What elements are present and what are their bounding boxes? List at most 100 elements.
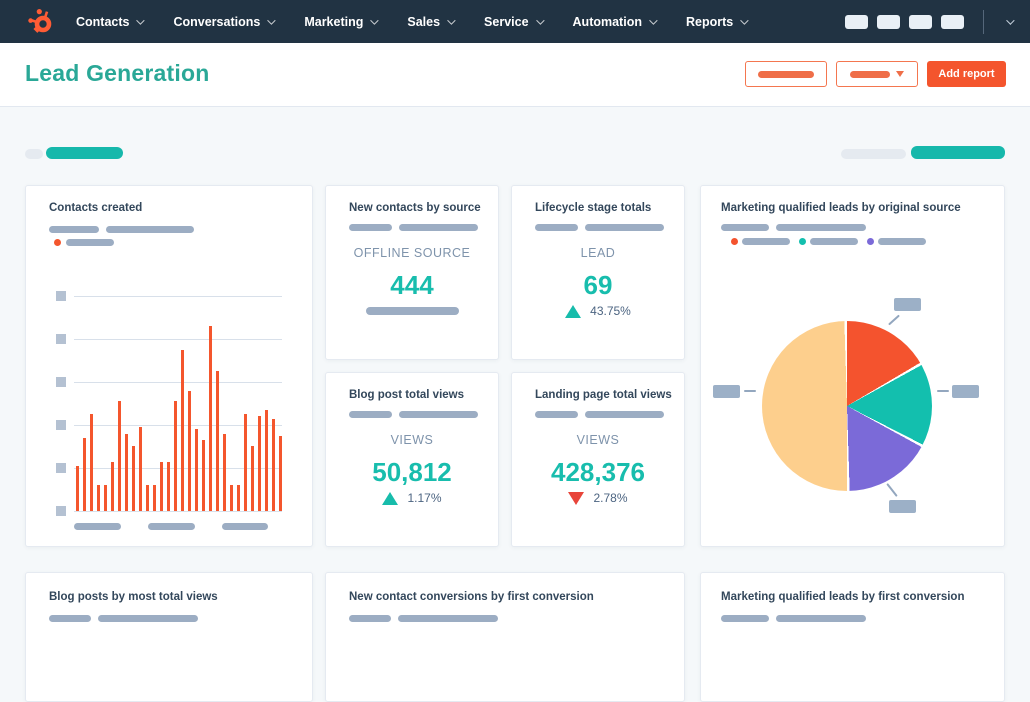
top-navbar: Contacts Conversations Marketing Sales Servi…	[0, 0, 1030, 43]
dashboard-actions-dropdown[interactable]	[836, 61, 918, 87]
metric-label: VIEWS	[576, 433, 620, 447]
card-lifecycle-stage-totals: Lifecycle stage totals LEAD 69 43.75%	[511, 185, 685, 360]
redacted-subtitle-bar	[776, 615, 866, 622]
redacted-subtitle-bar	[535, 411, 578, 418]
redacted-button-label	[758, 70, 814, 78]
nav-item-reports[interactable]: Reports	[685, 14, 749, 29]
chevron-down-icon	[370, 15, 380, 25]
bar	[258, 416, 261, 511]
redacted-subtitle-bar	[585, 411, 664, 418]
nav-menu: Contacts Conversations Marketing Sales Servi…	[76, 14, 749, 29]
pie-leader-line	[744, 390, 756, 392]
bar	[181, 350, 184, 511]
chevron-down-icon	[535, 15, 545, 25]
redacted-y-tick	[56, 420, 66, 430]
redacted-pie-label	[894, 298, 921, 311]
metric-label: VIEWS	[390, 433, 434, 447]
bar	[146, 485, 149, 511]
right-toggle-placeholder[interactable]	[841, 149, 906, 159]
bar	[202, 440, 205, 511]
redacted-x-tick	[222, 523, 268, 530]
gridline	[74, 382, 282, 383]
redacted-legend-label	[742, 238, 790, 245]
nav-item-conversations[interactable]: Conversations	[173, 14, 276, 29]
nav-tool-placeholder-2[interactable]	[877, 14, 900, 29]
redacted-subtitle-bar	[49, 226, 99, 233]
right-toggle-active-placeholder[interactable]	[911, 146, 1005, 159]
delta-up-icon	[565, 304, 582, 318]
redacted-pie-label	[952, 385, 979, 398]
redacted-y-tick	[56, 506, 66, 516]
redacted-x-tick	[74, 523, 121, 530]
delta-value: 2.78%	[593, 491, 628, 505]
gridline	[74, 511, 282, 512]
card-title: Landing page total views	[535, 389, 672, 401]
left-tab-placeholder[interactable]	[25, 149, 43, 159]
card-blog-posts-by-most-total-views: Blog posts by most total views	[25, 572, 313, 702]
metric-label: LEAD	[580, 246, 616, 260]
bar	[174, 401, 177, 511]
gridline	[74, 468, 282, 469]
page-title: Lead Generation	[25, 60, 210, 86]
nav-item-label: Marketing	[304, 14, 364, 29]
gridline	[74, 296, 282, 297]
nav-item-service[interactable]: Service	[484, 15, 545, 29]
card-new-contact-conversions: New contact conversions by first convers…	[325, 572, 685, 702]
chevron-down-icon	[649, 15, 658, 25]
redacted-subtitle-bar	[535, 224, 578, 231]
redacted-footer-bar	[366, 307, 459, 315]
card-title: Blog post total views	[349, 389, 465, 401]
redacted-legend-label	[810, 238, 858, 245]
bar	[223, 434, 226, 511]
nav-tool-placeholder-3[interactable]	[909, 14, 932, 29]
nav-item-label: Reports	[685, 14, 734, 29]
bar	[125, 434, 128, 511]
nav-item-label: Conversations	[173, 14, 261, 29]
bar	[272, 419, 275, 511]
nav-item-marketing[interactable]: Marketing	[304, 14, 380, 29]
bar	[104, 485, 107, 511]
header-actions: Add report	[745, 61, 1006, 87]
bar	[76, 466, 79, 511]
nav-item-contacts[interactable]: Contacts	[76, 14, 146, 29]
card-title: New contact conversions by first convers…	[349, 591, 594, 603]
redacted-x-tick	[148, 523, 195, 530]
chevron-down-icon	[740, 15, 749, 25]
delta-value: 43.75%	[590, 304, 631, 318]
pie-leader-line	[888, 314, 900, 326]
left-tab-active-placeholder[interactable]	[46, 147, 123, 159]
account-chevron-down-icon[interactable]	[1006, 15, 1015, 25]
legend-dot	[799, 238, 806, 245]
card-title: Lifecycle stage totals	[535, 202, 652, 214]
chevron-down-icon	[136, 15, 146, 25]
redacted-legend-label	[66, 239, 114, 246]
delta-row: 43.75%	[512, 304, 684, 318]
bar	[216, 371, 219, 511]
nav-item-sales[interactable]: Sales	[407, 15, 456, 29]
card-mql-by-original-source: Marketing qualified leads by original so…	[700, 185, 1005, 547]
hubspot-logo-icon[interactable]	[26, 7, 56, 37]
dashboard-filter-button[interactable]	[745, 61, 827, 87]
nav-item-label: Contacts	[76, 14, 130, 29]
redacted-subtitle-bar	[349, 615, 391, 622]
nav-item-automation[interactable]: Automation	[573, 15, 658, 29]
redacted-subtitle-bar	[49, 615, 91, 622]
nav-right-toolbar	[845, 0, 1030, 43]
metric-value: 428,376	[551, 457, 645, 487]
card-blog-post-total-views: Blog post total views VIEWS 50,812 1.17%	[325, 372, 499, 547]
pie-chart	[762, 321, 932, 491]
nav-tool-placeholder-1[interactable]	[845, 14, 868, 29]
bar	[139, 427, 142, 511]
redacted-subtitle-bar	[349, 411, 392, 418]
delta-up-icon	[382, 491, 399, 505]
delta-value: 1.17%	[407, 491, 442, 505]
nav-tool-placeholder-4[interactable]	[941, 14, 964, 29]
add-report-button[interactable]: Add report	[927, 61, 1006, 87]
redacted-subtitle-bar	[106, 226, 194, 233]
metric-value: 444	[390, 270, 434, 300]
gridline	[74, 339, 282, 340]
card-title: Marketing qualified leads by first conve…	[721, 591, 965, 603]
bar	[188, 391, 191, 511]
redacted-subtitle-bar	[349, 224, 392, 231]
redacted-pie-label	[889, 500, 916, 513]
